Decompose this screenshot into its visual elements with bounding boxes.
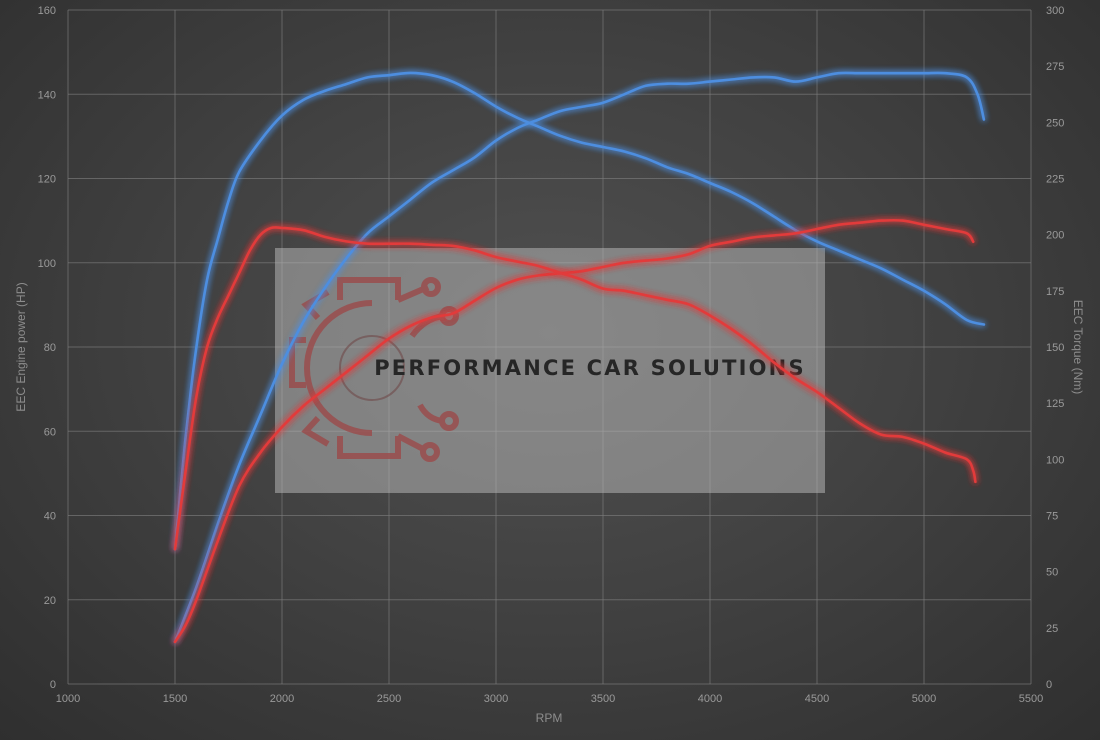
y2-tick-label: 300	[1046, 5, 1064, 17]
y2-tick-label: 275	[1046, 61, 1064, 73]
x-tick-label: 2000	[270, 693, 294, 705]
gear-logo-icon	[289, 277, 459, 462]
x-tick-label: 4000	[698, 693, 722, 705]
y2-tick-label: 250	[1046, 117, 1064, 129]
x-tick-label: 5500	[1019, 693, 1043, 705]
x-tick-label: 4500	[805, 693, 829, 705]
x-tick-label: 1000	[56, 693, 80, 705]
y2-tick-label: 150	[1046, 342, 1064, 354]
red-power-line	[173, 218, 975, 644]
y-tick-label: 100	[38, 258, 56, 270]
x-tick-label: 1500	[163, 693, 187, 705]
y-tick-label: 20	[44, 595, 56, 607]
y-tick-label: 120	[38, 174, 56, 186]
y2-tick-label: 125	[1046, 398, 1064, 410]
y2-tick-label: 0	[1046, 679, 1052, 691]
y-tick-label: 80	[44, 342, 56, 354]
red-torque-line	[173, 226, 977, 551]
blue-torque-line	[173, 71, 986, 551]
y-tick-labels: 0 20 40 60 80 100 120 140 160	[38, 5, 56, 691]
y-tick-label: 40	[44, 511, 56, 523]
y-tick-label: 140	[38, 89, 56, 101]
watermark: PERFORMANCE CAR SOLUTIONS	[275, 248, 825, 493]
y-axis-title: EEC Engine power (HP)	[14, 282, 28, 411]
watermark-panel	[275, 248, 825, 493]
watermark-text: PERFORMANCE CAR SOLUTIONS	[374, 356, 806, 380]
x-tick-labels: 1000 1500 2000 2500 3000 3500 4000 4500 5000 5500	[56, 693, 1043, 705]
gear-hub-icon	[339, 335, 405, 401]
y-tick-label: 160	[38, 5, 56, 17]
x-tick-label: 3500	[591, 693, 615, 705]
y2-axis-title: EEC Torque (Nm)	[1071, 300, 1085, 394]
y2-tick-label: 100	[1046, 454, 1064, 466]
x-axis-title: RPM	[536, 711, 563, 725]
y-tick-label: 60	[44, 426, 56, 438]
y2-tick-labels: 0 25 50 75 100 125 150 175 200 225 250 275 300	[1046, 5, 1064, 691]
y2-tick-label: 225	[1046, 174, 1064, 186]
y2-tick-label: 25	[1046, 623, 1058, 635]
y2-tick-label: 175	[1046, 286, 1064, 298]
x-tick-label: 2500	[377, 693, 401, 705]
y2-tick-label: 75	[1046, 511, 1058, 523]
series	[173, 71, 986, 644]
x-tick-label: 5000	[912, 693, 936, 705]
blue-power-line	[173, 71, 986, 644]
y-tick-label: 0	[50, 679, 56, 691]
y2-tick-label: 50	[1046, 567, 1058, 579]
y2-tick-label: 200	[1046, 230, 1064, 242]
x-tick-label: 3000	[484, 693, 508, 705]
